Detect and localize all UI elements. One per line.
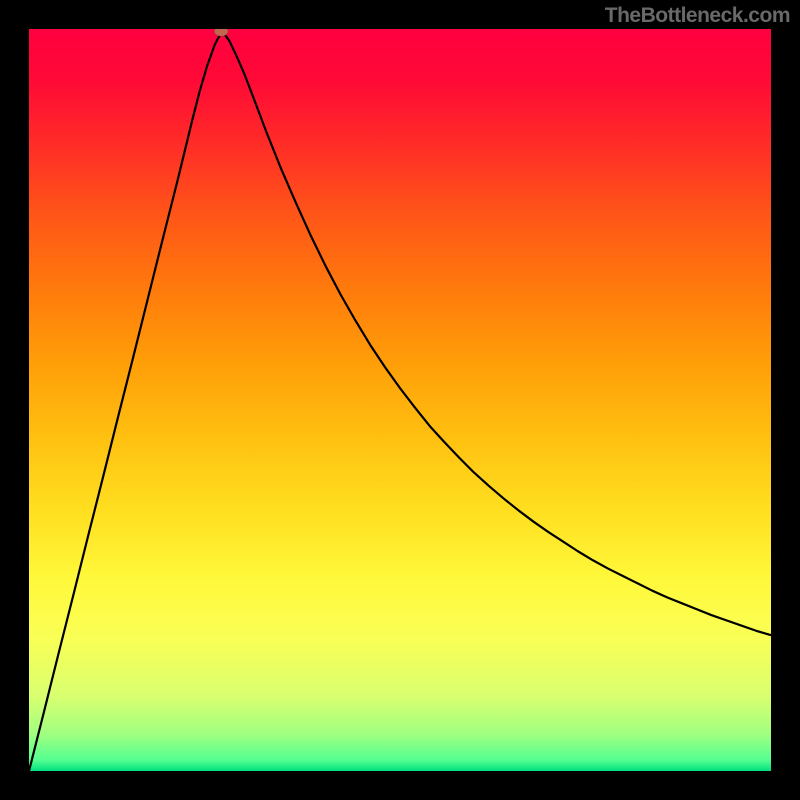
- watermark-text: TheBottleneck.com: [605, 4, 790, 28]
- chart-svg: [29, 29, 771, 771]
- gradient-background: [29, 29, 771, 771]
- plot-area: [29, 29, 771, 771]
